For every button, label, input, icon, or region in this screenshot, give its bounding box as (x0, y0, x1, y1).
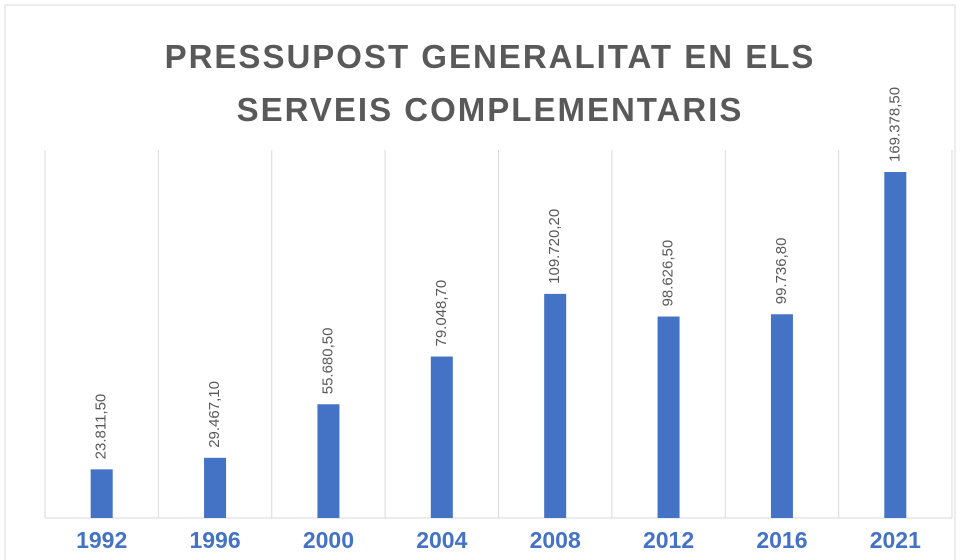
x-tick-label: 1996 (189, 527, 240, 553)
value-label: 79.048,70 (433, 280, 450, 347)
bar (430, 356, 453, 518)
value-label: 169.378,50 (886, 87, 903, 162)
x-tick-label: 2000 (303, 527, 354, 553)
x-tick-label: 1992 (76, 527, 127, 553)
chart-border (4, 4, 956, 560)
x-tick-label: 2012 (643, 527, 694, 553)
value-label: 98.626,50 (660, 240, 677, 307)
value-label: 99.736,80 (773, 238, 790, 305)
bar (90, 469, 113, 518)
bar (544, 293, 567, 518)
chart-title: PRESSUPOST GENERALITAT EN ELS SERVEIS CO… (164, 38, 816, 128)
bar (884, 172, 907, 518)
x-tick-label: 2016 (756, 527, 807, 553)
bar (657, 316, 680, 518)
value-label: 55.680,50 (319, 328, 336, 395)
bar (204, 457, 227, 518)
value-label: 29.467,10 (206, 381, 223, 448)
x-tick-label: 2004 (416, 527, 467, 553)
value-label: 23.811,50 (93, 394, 110, 460)
x-tick-label: 2008 (530, 527, 581, 553)
value-label: 109.720,20 (546, 209, 563, 284)
x-tick-label: 2021 (870, 527, 921, 553)
bar (317, 404, 340, 518)
bar (770, 314, 793, 518)
